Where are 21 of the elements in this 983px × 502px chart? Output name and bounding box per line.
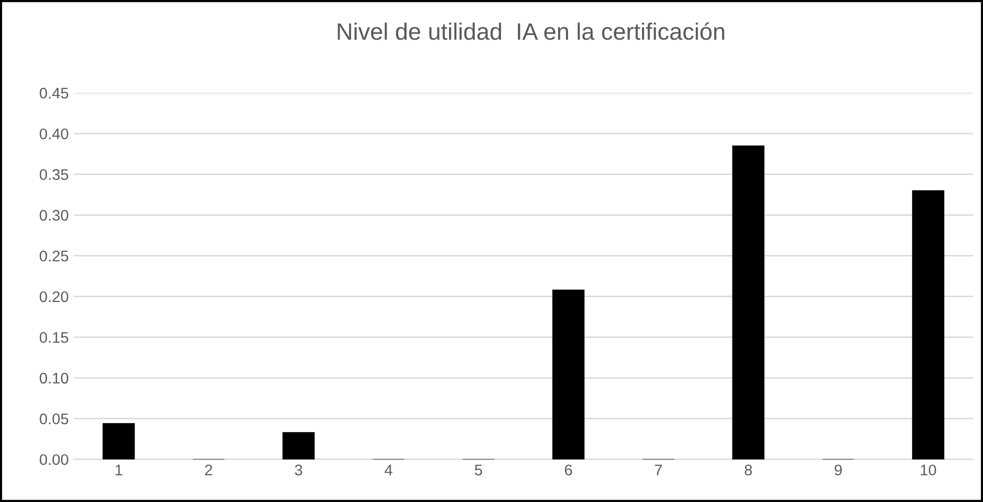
x-tick-label: 5 — [474, 464, 482, 476]
y-tick-label: 0.25 — [40, 250, 68, 262]
x-tick-label: 9 — [834, 464, 842, 476]
x-tick-label: 1 — [116, 464, 122, 476]
y-tick-label: 0.45 — [40, 88, 68, 99]
x-tick-label: 4 — [384, 464, 392, 476]
y-tick-label: 0.15 — [40, 332, 68, 343]
y-tick-label: 0.35 — [40, 169, 68, 180]
chart-title: Nivel de utilidad IA en la certificación — [338, 22, 724, 40]
y-tick-label: 0.00 — [40, 454, 68, 466]
x-tick-label: 10 — [920, 464, 936, 476]
y-tick-label: 0.10 — [40, 372, 68, 384]
x-tick-label: 2 — [205, 464, 212, 476]
y-tick-label: 0.30 — [40, 210, 68, 221]
y-tick-label: 0.40 — [40, 128, 68, 140]
x-tick-label: 8 — [744, 464, 752, 476]
x-tick-label: 7 — [654, 464, 662, 476]
x-tick-label: 6 — [564, 464, 572, 476]
y-tick-label: 0.20 — [40, 291, 68, 302]
x-tick-label: 3 — [294, 464, 302, 476]
y-tick-label: 0.05 — [40, 413, 68, 424]
